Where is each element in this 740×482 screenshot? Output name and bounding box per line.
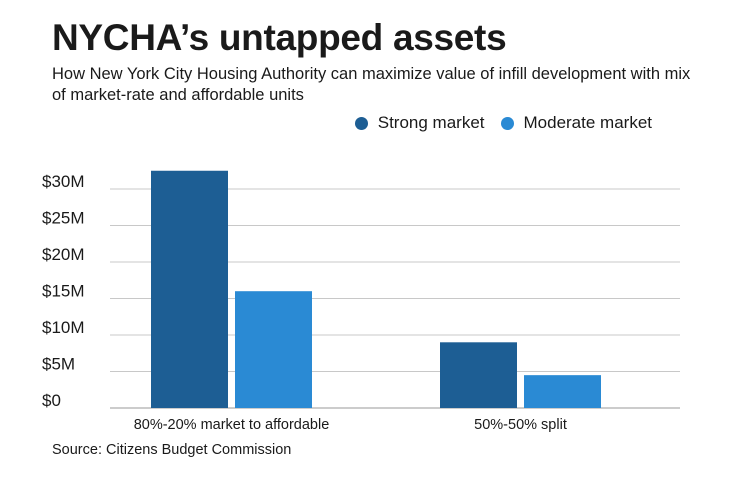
chart-title: NYCHA’s untapped assets — [52, 17, 507, 58]
legend-swatch-moderate-market — [500, 116, 514, 130]
legend-item-strong-market: Strong market — [354, 113, 485, 133]
source-note: Source: Citizens Budget Commission — [52, 442, 292, 458]
chart-subtitle: How New York City Housing Authority can … — [52, 65, 691, 104]
legend-label-moderate-market: Moderate market — [523, 113, 653, 132]
y-tick-label: $10M — [42, 318, 85, 337]
x-category-label: 80%-20% market to affordable — [134, 417, 330, 433]
bar — [440, 342, 517, 408]
legend-label-strong-market: Strong market — [377, 113, 485, 132]
legend: Strong market Moderate market — [339, 113, 652, 133]
y-tick-label: $5M — [42, 355, 75, 374]
bar — [151, 170, 228, 408]
bar — [235, 291, 312, 408]
y-tick-label: $15M — [42, 282, 85, 301]
y-tick-label: $20M — [42, 245, 85, 264]
legend-item-moderate-market: Moderate market — [500, 113, 653, 133]
x-category-label: 50%-50% split — [474, 417, 567, 433]
bar — [524, 375, 601, 408]
y-tick-label: $30M — [42, 172, 85, 191]
legend-swatch-strong-market — [354, 116, 368, 130]
y-tick-label: $0 — [42, 391, 61, 410]
y-tick-label: $25M — [42, 209, 85, 228]
